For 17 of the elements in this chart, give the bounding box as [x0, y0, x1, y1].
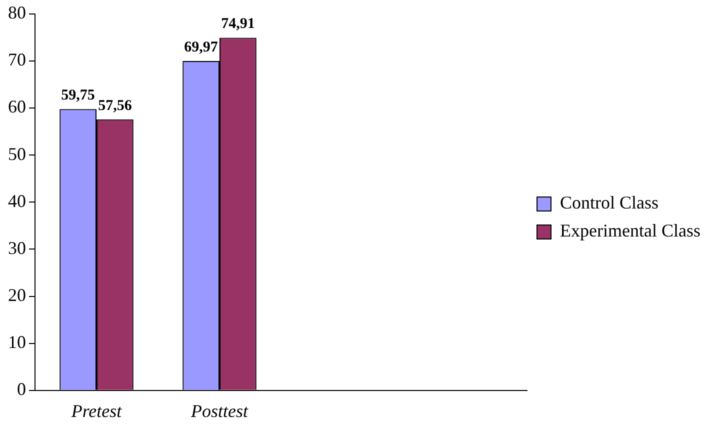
y-tick-label: 60 — [8, 96, 26, 117]
legend-label: Control Class — [560, 192, 659, 213]
y-tick-label: 40 — [8, 190, 26, 211]
y-tick-label: 70 — [8, 50, 26, 70]
data-label: 59,75 — [61, 88, 95, 104]
data-label: 74,91 — [221, 16, 255, 32]
y-tick-label: 10 — [8, 332, 26, 352]
y-tick-label: 30 — [8, 238, 26, 258]
y-tick-label: 20 — [8, 284, 26, 305]
x-tick-label: Pretest — [70, 400, 123, 421]
data-label: 69,97 — [184, 39, 218, 56]
legend-label: Experimental Class — [560, 220, 700, 241]
data-label: 57,56 — [98, 98, 132, 114]
y-tick-label: 50 — [8, 144, 26, 164]
y-tick-label: 0 — [17, 379, 26, 400]
y-tick-label: 80 — [8, 2, 26, 23]
x-tick-label: Posttest — [190, 400, 249, 421]
